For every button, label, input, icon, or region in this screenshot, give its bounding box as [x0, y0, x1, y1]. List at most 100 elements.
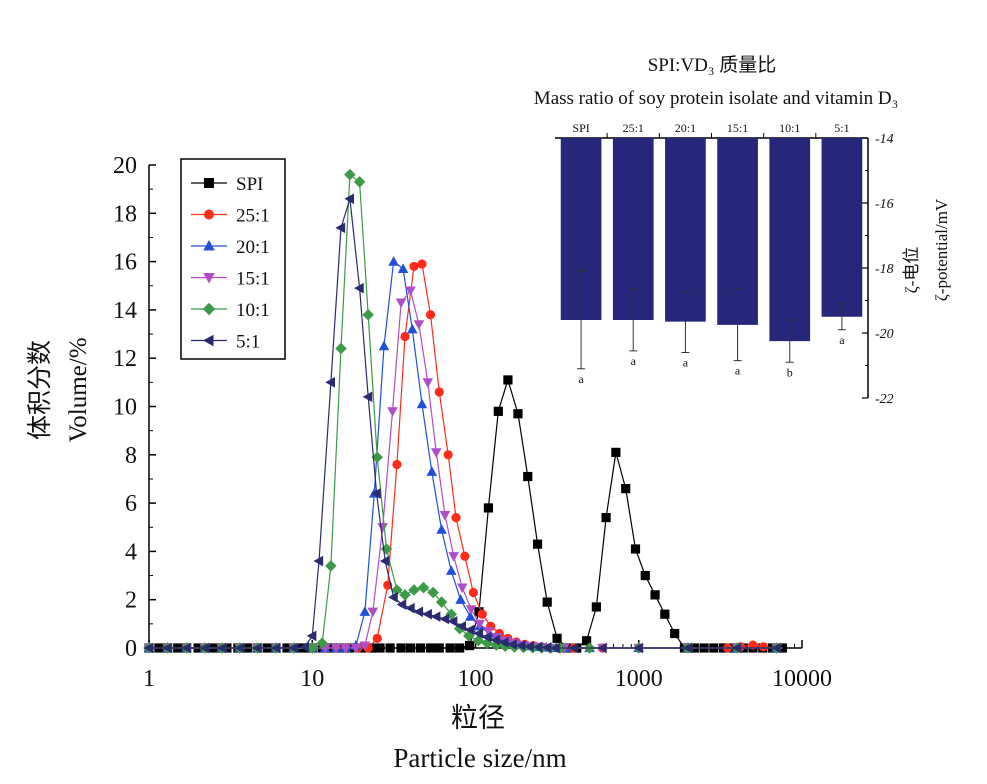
data-point: [591, 602, 601, 612]
inset-y-tick-label: -16: [875, 197, 894, 212]
data-point: [392, 459, 402, 470]
x-tick-label: 1: [143, 666, 155, 692]
data-point: [650, 590, 660, 600]
inset-category-label: 10:1: [779, 121, 800, 135]
data-point: [731, 642, 742, 654]
data-point: [359, 641, 371, 652]
data-point: [434, 387, 444, 397]
data-point: [181, 642, 191, 654]
inset-category-label: 15:1: [727, 121, 748, 135]
y-tick-label: 8: [125, 443, 137, 469]
data-point: [378, 340, 390, 351]
data-point: [439, 511, 451, 521]
legend-box: [180, 158, 286, 360]
data-point: [371, 451, 383, 463]
data-point: [507, 639, 517, 650]
data-point: [362, 391, 373, 403]
legend-items: SPI 25:1 20:1 15:1 10:1 5:1: [191, 174, 270, 353]
y-tick-label: 0: [125, 636, 137, 662]
data-point: [335, 342, 347, 355]
data-point: [344, 168, 356, 181]
legend-label: 25:1: [236, 206, 270, 227]
x-axis-label: Particle size/nm: [393, 743, 566, 773]
data-point: [408, 584, 420, 596]
data-point: [515, 640, 526, 651]
data-point: [425, 310, 436, 320]
legend-label: 15:1: [236, 269, 270, 290]
data-point: [670, 628, 680, 639]
data-point: [439, 613, 450, 625]
x-tick-label: 10: [300, 666, 324, 692]
data-point: [344, 193, 355, 205]
data-point: [416, 398, 428, 409]
data-point: [541, 642, 552, 653]
data-point: [388, 256, 399, 266]
data-point: [477, 609, 487, 619]
data-point: [455, 643, 465, 653]
data-point: [481, 631, 492, 643]
y-tick-label: 6: [125, 491, 137, 517]
data-point: [460, 551, 470, 561]
data-point: [532, 539, 543, 549]
data-point: [354, 282, 364, 294]
data-point: [443, 450, 453, 460]
inset-bars: a a a a b a: [560, 138, 863, 386]
data-point: [395, 298, 407, 309]
data-point: [216, 642, 227, 654]
inset-significance-letter: b: [787, 365, 793, 379]
data-point: [633, 642, 643, 654]
data-point: [325, 560, 337, 572]
data-point: [359, 606, 371, 616]
data-point: [464, 624, 475, 636]
data-point: [451, 512, 461, 523]
data-point: [405, 643, 416, 653]
data-point: [417, 581, 430, 594]
data-point: [350, 643, 362, 654]
data-point: [464, 640, 475, 651]
inset-y-label: ζ-potential/mV: [932, 198, 951, 301]
legend-label: SPI: [236, 174, 263, 195]
data-point: [396, 643, 406, 653]
inset-bar: [769, 138, 811, 342]
data-point: [474, 619, 485, 630]
legend-label: 10:1: [236, 300, 270, 321]
inset-significance-letter: a: [839, 333, 845, 347]
inset-category-label: 5:1: [834, 121, 849, 135]
data-point: [552, 633, 562, 643]
data-point: [202, 302, 216, 316]
data-point: [396, 599, 407, 610]
data-point: [498, 637, 509, 648]
data-point: [640, 570, 650, 581]
data-point: [162, 642, 172, 654]
y-tick-label: 16: [113, 250, 137, 276]
data-point: [251, 642, 262, 654]
y-axis-label-zh: 体积分数: [26, 340, 54, 440]
data-point: [379, 555, 390, 567]
data-point: [375, 643, 385, 653]
data-point: [483, 626, 494, 637]
data-point: [335, 222, 346, 234]
data-point: [371, 488, 381, 499]
data-point: [340, 643, 351, 654]
y-tick-label: 18: [113, 201, 137, 227]
data-point: [325, 377, 335, 388]
legend-item: 5:1: [191, 332, 260, 353]
inset-title: Mass ratio of soy protein isolate and vi…: [534, 88, 898, 109]
data-point: [199, 642, 210, 654]
data-point: [367, 607, 379, 618]
data-point: [430, 611, 441, 622]
data-point: [203, 240, 215, 251]
data-point: [473, 628, 484, 639]
data-point: [422, 608, 432, 620]
data-point: [448, 552, 459, 562]
data-point: [455, 594, 466, 604]
y-tick-label: 10: [113, 395, 137, 421]
data-point: [660, 609, 670, 619]
data-point: [425, 643, 436, 653]
main-series-group: [143, 168, 788, 654]
inset-bar: [821, 138, 863, 317]
data-point: [465, 605, 477, 615]
inset-y-tick-label: -20: [875, 327, 894, 342]
data-point: [288, 642, 298, 654]
